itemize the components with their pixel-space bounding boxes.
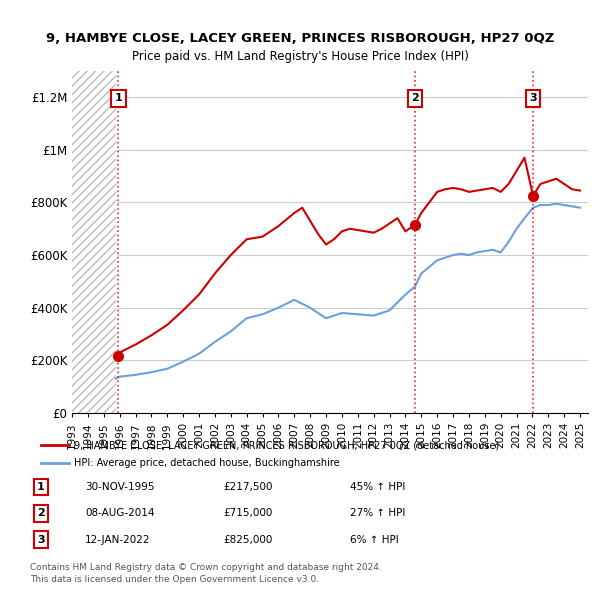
Text: £217,500: £217,500 <box>223 482 272 492</box>
Text: 08-AUG-2014: 08-AUG-2014 <box>85 509 155 518</box>
Text: 1: 1 <box>37 482 45 492</box>
Text: 1: 1 <box>115 93 122 103</box>
Text: This data is licensed under the Open Government Licence v3.0.: This data is licensed under the Open Gov… <box>30 575 319 584</box>
Text: £825,000: £825,000 <box>223 535 272 545</box>
Bar <box>72 71 116 413</box>
Text: HPI: Average price, detached house, Buckinghamshire: HPI: Average price, detached house, Buck… <box>74 458 340 468</box>
Text: 2: 2 <box>411 93 419 103</box>
Text: 9, HAMBYE CLOSE, LACEY GREEN, PRINCES RISBOROUGH, HP27 0QZ (detached house): 9, HAMBYE CLOSE, LACEY GREEN, PRINCES RI… <box>74 440 499 450</box>
Text: 2: 2 <box>37 509 45 518</box>
Text: 30-NOV-1995: 30-NOV-1995 <box>85 482 155 492</box>
Text: 27% ↑ HPI: 27% ↑ HPI <box>350 509 406 518</box>
Text: Contains HM Land Registry data © Crown copyright and database right 2024.: Contains HM Land Registry data © Crown c… <box>30 563 382 572</box>
Text: Price paid vs. HM Land Registry's House Price Index (HPI): Price paid vs. HM Land Registry's House … <box>131 50 469 63</box>
Text: 6% ↑ HPI: 6% ↑ HPI <box>350 535 399 545</box>
Text: 45% ↑ HPI: 45% ↑ HPI <box>350 482 406 492</box>
Text: 3: 3 <box>529 93 537 103</box>
Bar <box>72 71 116 413</box>
Text: 3: 3 <box>37 535 45 545</box>
Text: 9, HAMBYE CLOSE, LACEY GREEN, PRINCES RISBOROUGH, HP27 0QZ: 9, HAMBYE CLOSE, LACEY GREEN, PRINCES RI… <box>46 32 554 45</box>
Text: £715,000: £715,000 <box>223 509 272 518</box>
Text: 12-JAN-2022: 12-JAN-2022 <box>85 535 151 545</box>
